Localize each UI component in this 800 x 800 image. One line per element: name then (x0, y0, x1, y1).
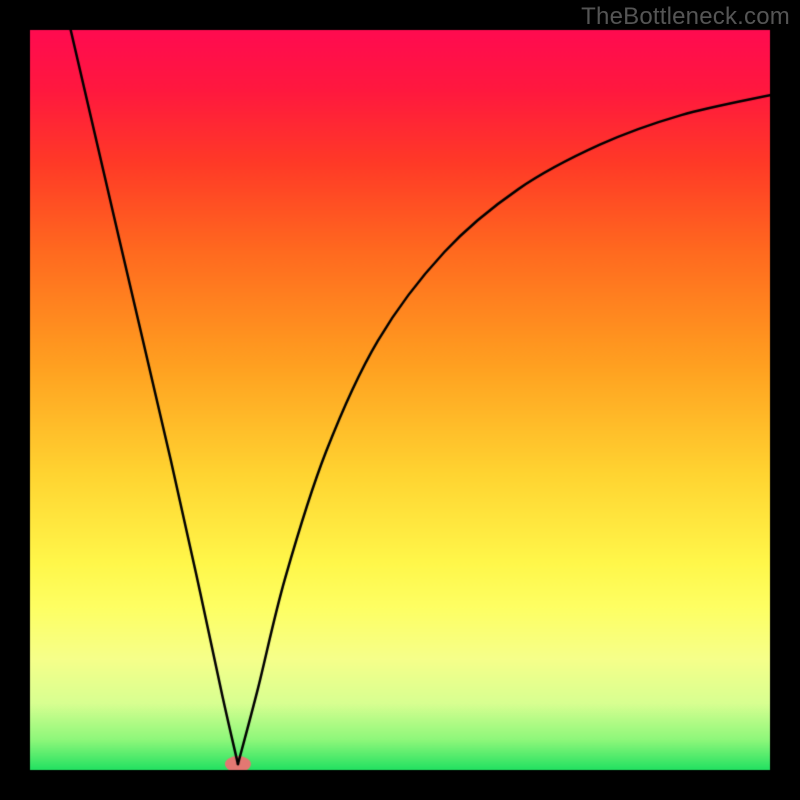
watermark-text: TheBottleneck.com (581, 3, 790, 31)
chart-stage: TheBottleneck.com (0, 0, 800, 800)
bottleneck-curve-chart (0, 0, 800, 800)
